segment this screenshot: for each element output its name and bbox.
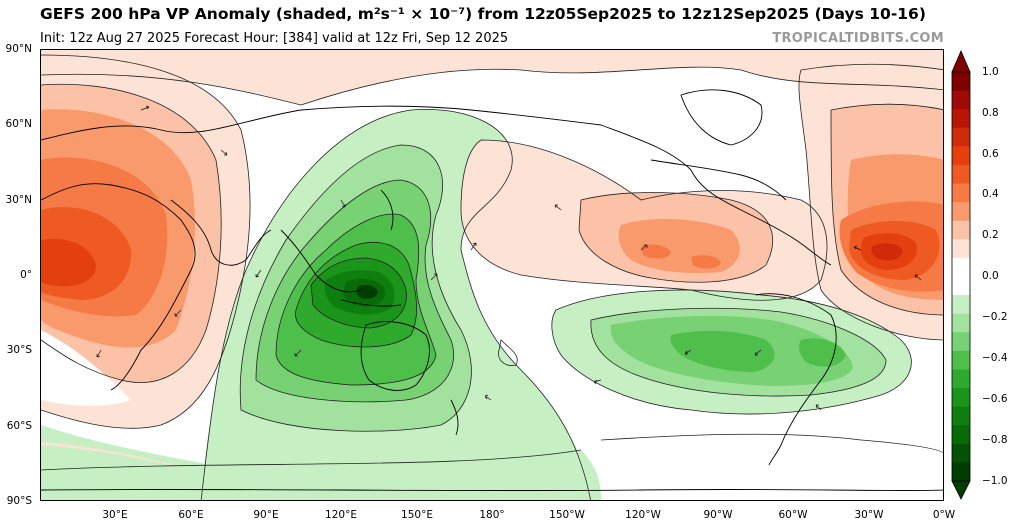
colorbar-bin-neutral (952, 257, 970, 296)
lon-label-30w: 30°W (854, 509, 884, 521)
colorbar-bin-negative (952, 425, 970, 445)
lat-label-90n: 90°N (5, 43, 32, 55)
colorbar-bin-positive (952, 202, 970, 222)
colorbar-label-0-8: 0.8 (982, 107, 999, 119)
colorbar-bin-negative (952, 462, 970, 482)
colorbar-bin-negative (952, 388, 970, 408)
colorbar-label-neg-0-8: −0.8 (982, 434, 1008, 446)
chart-title: GEFS 200 hPa VP Anomaly (shaded, m²s⁻¹ ×… (40, 5, 926, 23)
colorbar-label-0-6: 0.6 (982, 148, 999, 160)
lat-label-30s: 30°S (6, 344, 32, 356)
colorbar-label-0: 0.0 (982, 270, 999, 282)
colorbar-label-neg-1: −1.0 (982, 475, 1008, 487)
chart-subtitle: Init: 12z Aug 27 2025 Forecast Hour: [38… (40, 31, 509, 46)
colorbar-outline (951, 71, 971, 482)
lon-label-90w: 90°W (703, 509, 733, 521)
colorbar-bin-positive (952, 127, 970, 147)
colorbar-bin-negative (952, 350, 970, 370)
colorbar-label-neg-0-6: −0.6 (982, 393, 1008, 405)
anomaly-map (41, 50, 943, 500)
colorbar-bin-negative (952, 406, 970, 426)
wind-vectors (96, 105, 922, 411)
lon-label-180: 180° (479, 509, 505, 521)
lon-label-0w: 0°W (932, 509, 956, 521)
contour-lines (41, 54, 943, 500)
anomaly-atlantic-positive (798, 64, 943, 340)
anomaly-africa-positive (41, 55, 251, 429)
anomaly-nh-positive-band (41, 50, 943, 105)
map-panel (40, 49, 944, 501)
colorbar-bin-negative (952, 443, 970, 463)
lon-label-150w: 150°W (549, 509, 585, 521)
colorbar-bin-positive (952, 109, 970, 129)
coastlines (41, 89, 943, 492)
colorbar-label-neg-0-4: −0.4 (982, 352, 1008, 364)
colorbar-bin-positive (952, 183, 970, 203)
lat-label-90s: 90°S (6, 495, 32, 507)
site-credit: TROPICALTIDBITS.COM (772, 31, 944, 46)
colorbar-extend-bottom (951, 480, 971, 500)
lon-label-60w: 60°W (778, 509, 808, 521)
colorbar-label-0-4: 0.4 (982, 188, 999, 200)
lon-label-60e: 60°E (178, 509, 204, 521)
lon-label-120w: 120°W (625, 509, 661, 521)
lat-label-30n: 30°N (5, 194, 32, 206)
colorbar-bin-positive (952, 164, 970, 185)
colorbar-bin-positive (952, 220, 970, 240)
colorbar-bin-positive (952, 146, 970, 166)
colorbar-bin-negative (952, 332, 970, 352)
lat-label-60s: 60°S (6, 420, 32, 432)
colorbar-bin-negative (952, 313, 970, 333)
colorbar-bin-negative (952, 369, 970, 389)
anomaly-westpac-negative (41, 109, 601, 500)
lon-label-120e: 120°E (325, 509, 357, 521)
colorbar (951, 49, 971, 500)
colorbar-extend-top (951, 49, 971, 73)
colorbar-label-1: 1.0 (982, 66, 999, 78)
colorbar-label-neg-0-2: −0.2 (982, 311, 1008, 323)
lon-label-30e: 30°E (102, 509, 128, 521)
lon-label-150e: 150°E (401, 509, 433, 521)
lat-label-0: 0° (20, 269, 32, 281)
colorbar-bin-negative (952, 295, 970, 315)
colorbar-bin-positive (952, 72, 970, 92)
colorbar-label-0-2: 0.2 (982, 229, 999, 241)
lat-label-60n: 60°N (5, 118, 32, 130)
colorbar-bin-positive (952, 90, 970, 110)
colorbar-bin-positive (952, 239, 970, 259)
lon-label-90e: 90°E (253, 509, 279, 521)
anomaly-epac-positive (461, 140, 827, 301)
